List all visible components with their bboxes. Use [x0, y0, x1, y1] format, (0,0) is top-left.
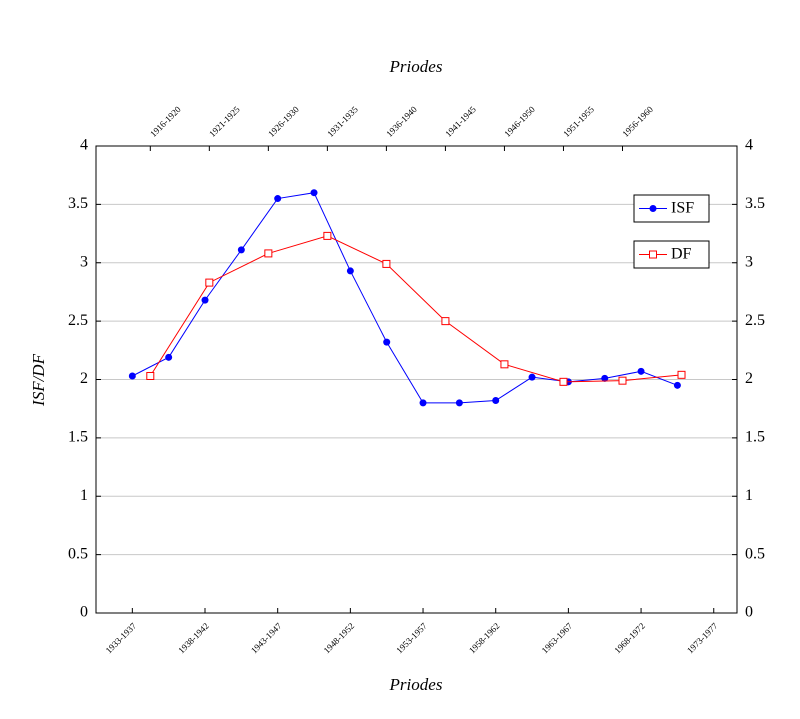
x2-tick-label: 1921-1925	[207, 104, 242, 139]
x2-tick-label: 1951-1955	[561, 104, 596, 139]
marker	[323, 231, 332, 240]
plot-frame	[95, 145, 738, 614]
series	[128, 189, 681, 407]
marker	[618, 376, 627, 385]
marker	[165, 353, 173, 361]
y-tick-label: 3	[80, 253, 88, 270]
x2-axis-label: Priodes	[389, 57, 443, 76]
marker	[528, 373, 536, 381]
legend-label: ISF	[671, 200, 694, 217]
marker	[455, 399, 463, 407]
x-axis-label: Priodes	[389, 675, 443, 694]
x2-tick-label: 1956-1960	[620, 104, 655, 139]
y2-tick-label: 3.5	[745, 195, 765, 212]
x-tick-label: 1938-1942	[176, 621, 211, 656]
x2-tick-label: 1936-1940	[384, 104, 419, 139]
series	[146, 231, 686, 386]
y2-tick-label: 2.5	[745, 312, 765, 329]
marker	[601, 374, 609, 382]
x-tick-label: 1973-1977	[685, 620, 720, 655]
y2-tick-label: 2	[745, 370, 753, 387]
y2-tick-label: 1	[745, 487, 753, 504]
y-tick-label: 0	[80, 604, 88, 621]
marker	[677, 370, 686, 379]
x-tick-label: 1948-1952	[322, 621, 357, 656]
y2-tick-label: 4	[745, 137, 753, 154]
marker	[492, 397, 500, 405]
marker	[310, 189, 318, 197]
y2-tick-label: 0	[745, 604, 753, 621]
y2-tick-label: 3	[745, 253, 753, 270]
y-tick-label: 1.5	[68, 429, 88, 446]
marker	[419, 399, 427, 407]
marker	[383, 338, 391, 346]
marker	[346, 267, 354, 275]
y-tick-label: 1	[80, 487, 88, 504]
x-tick-label: 1963-1967	[540, 620, 575, 655]
x-tick-label: 1933-1937	[104, 620, 139, 655]
x-tick-label: 1953-1957	[394, 620, 429, 655]
x-tick-label: 1968-1972	[612, 621, 647, 656]
y-tick-label: 3.5	[68, 195, 88, 212]
line	[149, 235, 682, 383]
legend-box	[633, 194, 710, 223]
x2-tick-label: 1916-1920	[148, 104, 183, 139]
line	[132, 192, 678, 404]
x2-tick-label: 1946-1950	[502, 104, 537, 139]
marker	[559, 377, 568, 386]
marker	[637, 367, 645, 375]
marker	[146, 371, 155, 380]
marker	[382, 259, 391, 268]
marker	[441, 317, 450, 326]
marker	[500, 360, 509, 369]
legend-label: DF	[671, 246, 692, 263]
legend-marker	[649, 205, 657, 212]
y-tick-label: 0.5	[68, 545, 88, 562]
y-axis-label: ISF/DF	[29, 353, 48, 407]
x-tick-label: 1943-1947	[249, 620, 284, 655]
marker	[673, 381, 681, 389]
marker	[274, 195, 282, 203]
legend-marker	[649, 250, 657, 259]
marker	[237, 246, 245, 254]
marker	[128, 372, 136, 380]
y-tick-label: 2.5	[68, 312, 88, 329]
y2-tick-label: 1.5	[745, 429, 765, 446]
marker	[201, 296, 209, 304]
marker	[264, 249, 273, 258]
x-tick-label: 1958-1962	[467, 621, 502, 656]
y2-tick-label: 0.5	[745, 545, 765, 562]
y-tick-label: 2	[80, 370, 88, 387]
x2-tick-label: 1941-1945	[443, 104, 478, 139]
x2-tick-label: 1926-1930	[266, 104, 301, 139]
y-tick-label: 4	[80, 137, 88, 154]
x2-tick-label: 1931-1935	[325, 104, 360, 139]
marker	[205, 278, 214, 287]
